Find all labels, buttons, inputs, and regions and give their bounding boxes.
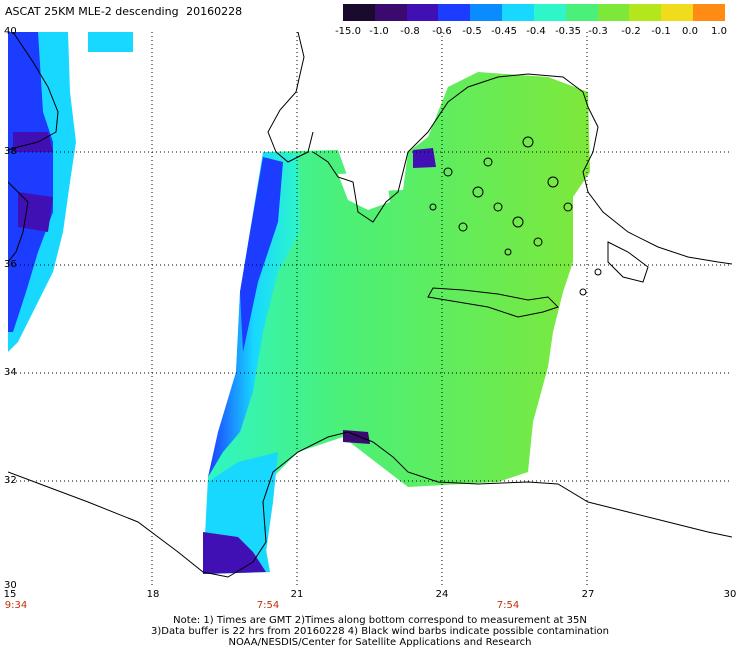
colorbar-label: -0.4 [526,26,546,37]
swath-main [203,72,590,574]
colorbar-swatch-4 [470,4,503,21]
map-panel [8,32,732,585]
map-title: ASCAT 25KM MLE-2 descending 20160228 [5,5,242,18]
swath-gulf-deep [343,430,370,444]
swath-left-top [88,32,133,52]
lat-label: 34 [4,367,17,378]
note-line-3: NOAA/NESDIS/Center for Satellite Applica… [228,637,532,648]
colorbar-swatch-10 [661,4,694,21]
colorbar-labels: -15.0 -1.0 -0.8 -0.6 -0.5 -0.45 -0.4 -0.… [334,26,734,38]
swath-west-deep [240,157,283,352]
lon-label: 21 [290,589,304,600]
swath-left-deep [8,32,53,332]
swath-aegean-deep [413,148,436,168]
colorbar-swatch-8 [597,4,630,21]
colorbar-swatch-1 [374,4,407,21]
time-label: 7:54 [256,600,280,611]
colorbar-label: 0.0 [682,26,698,37]
lat-label: 38 [4,146,17,157]
footer-note: Note: 1) Times are GMT 2)Times along bot… [100,615,660,648]
colorbar-label: -0.5 [462,26,482,37]
note-line-2: 3)Data buffer is 22 hrs from 20160228 4)… [151,626,609,637]
lat-label: 32 [4,475,17,486]
colorbar-swatch-6 [533,4,566,21]
lat-label: 30 [4,580,17,591]
colorbar-swatch-7 [565,4,598,21]
colorbar-swatch-9 [629,4,662,21]
colorbar-label: -0.2 [621,26,641,37]
lat-label: 36 [4,259,17,270]
colorbar-swatch-3 [438,4,471,21]
colorbar-label: -0.35 [555,26,581,37]
colorbar-label: -0.1 [651,26,671,37]
graticule [8,32,732,585]
product-date: 20160228 [186,5,243,18]
note-line-1: Note: 1) Times are GMT 2)Times along bot… [173,615,587,626]
time-label: 7:54 [496,600,520,611]
colorbar-label: -0.8 [400,26,420,37]
lon-label: 30 [723,589,737,600]
lon-label: 18 [146,589,160,600]
colorbar-label: -0.3 [588,26,608,37]
time-label: 9:34 [4,600,28,611]
colorbar-label: -0.6 [432,26,452,37]
swath-left-deep2 [13,132,53,232]
swath-west-band [208,152,300,477]
colorbar-label: -1.0 [369,26,389,37]
colorbar-label: -0.45 [491,26,517,37]
lat-label: 40 [4,26,17,37]
colorbar-swatch-11 [693,4,725,21]
colorbar-swatch-2 [406,4,439,21]
colorbar-label: -15.0 [335,26,361,37]
coastlines [8,32,732,578]
lon-label: 15 [3,589,17,600]
colorbar-swatch-5 [502,4,534,21]
colorbar [343,4,725,21]
colorbar-swatch-0 [343,4,375,21]
lon-label: 24 [435,589,449,600]
colorbar-label: 1.0 [711,26,727,37]
product-title: ASCAT 25KM MLE-2 descending [5,5,179,18]
islands [429,136,602,296]
lon-label: 27 [581,589,595,600]
